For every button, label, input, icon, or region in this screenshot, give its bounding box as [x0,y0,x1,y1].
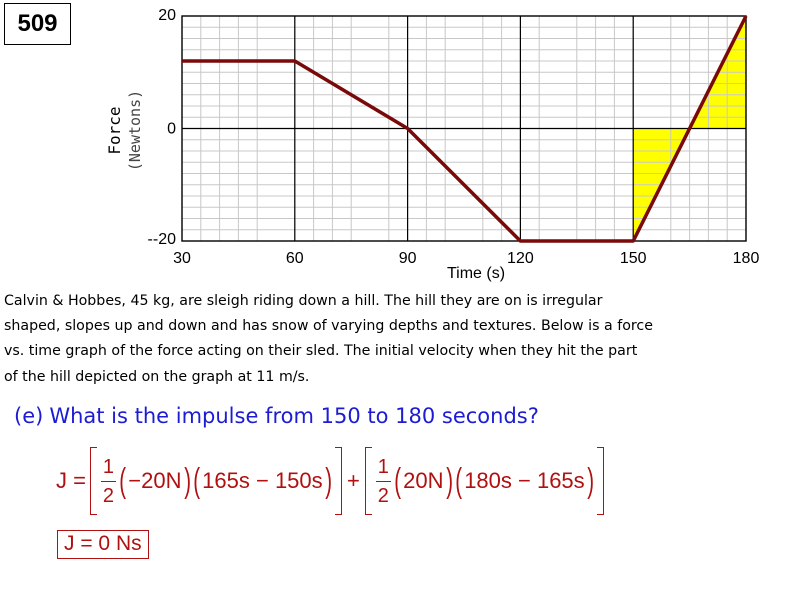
term2-force: 20N [403,468,444,493]
x-tick-label: 60 [286,250,304,267]
problem-line: vs. time graph of the force acting on th… [4,343,638,360]
open-paren: ( [394,462,401,500]
fraction-numerator: 1 [102,455,115,478]
question: (e) What is the impulse from 150 to 180 s… [14,404,539,428]
open-paren: ( [455,462,462,500]
right-bracket [597,447,604,515]
fraction-numerator: 1 [377,455,389,478]
problem-line: Calvin & Hobbes, 45 kg, are sleigh ridin… [4,293,603,309]
y-tick-label: --20 [148,231,177,248]
right-bracket [334,447,342,515]
answer-box: J = 0 Ns [57,530,149,559]
x-tick-label: 180 [733,250,760,267]
impulse-equation: J = 1 2 (−20N) (165s − 150s) + 1 2 (20N)… [56,446,604,516]
problem-text: Calvin & Hobbes, 45 kg, are sleigh ridin… [4,289,794,390]
half-fraction: 1 2 [100,455,116,508]
equation-lhs: J = [56,468,86,493]
problem-line: shaped, slopes up and down and has snow … [4,318,653,335]
force-series-line [182,15,748,243]
close-paren: ) [445,462,453,500]
question-label: (e) [14,404,44,428]
y-axis-unit-label: (Newtons) [126,90,144,171]
fraction-denominator: 2 [377,484,389,507]
close-paren: ) [183,462,191,500]
fraction-bar [375,480,391,482]
x-tick-label: 120 [507,250,534,267]
fraction-bar [100,480,116,482]
open-paren: ( [119,462,127,500]
left-bracket [364,447,372,515]
term1-force: −20N [128,468,182,493]
slide-number: 509 [4,3,71,45]
open-paren: ( [193,462,200,500]
term1-time: 165s − 150s [202,468,323,493]
x-tick-label: 30 [173,250,191,267]
close-paren: ) [586,462,594,500]
half-fraction: 1 2 [375,455,391,508]
fraction-denominator: 2 [102,484,115,507]
left-bracket [89,447,97,515]
term2-time: 180s − 165s [464,468,585,493]
y-tick-label: 0 [167,121,176,138]
close-paren: ) [324,462,332,500]
x-tick-label: 90 [399,250,417,267]
question-text: What is the impulse from 150 to 180 seco… [49,404,539,428]
force-time-chart: 30 60 90 120 150 180 20 0 --20 Time (s) Force (Newt… [105,7,760,282]
plot-frame [181,15,747,242]
y-axis-label: Force [105,106,124,154]
x-axis-label: Time (s) [447,265,505,282]
y-tick-label: 20 [158,7,176,24]
plus-sign: + [346,468,360,493]
problem-line: of the hill depicted on the graph at 11 … [4,368,310,385]
x-tick-label: 150 [620,250,647,267]
